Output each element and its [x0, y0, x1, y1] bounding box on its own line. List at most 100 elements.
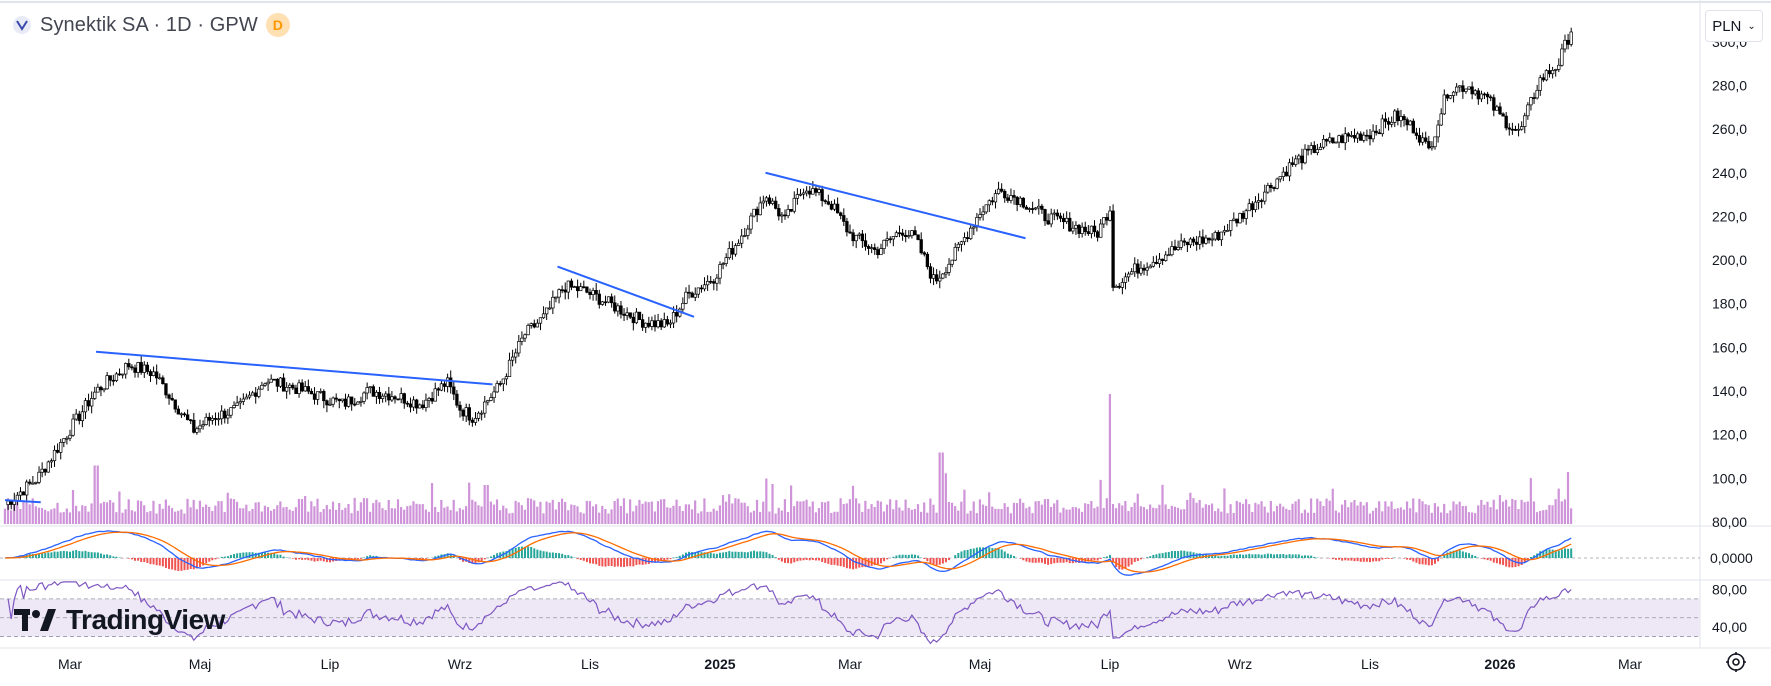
- macd-hist-bar: [1557, 550, 1560, 558]
- candle-body: [693, 293, 697, 298]
- volume-bar: [434, 506, 437, 524]
- volume-bar: [650, 501, 653, 524]
- macd-histogram: [7, 546, 1573, 571]
- macd-hist-bar: [623, 558, 626, 567]
- macd-hist-bar: [626, 558, 629, 567]
- rsi-line: [7, 581, 1572, 645]
- trendline-4[interactable]: [4, 499, 41, 504]
- trendline-1[interactable]: [95, 350, 493, 386]
- candle-body: [1055, 212, 1060, 217]
- macd-hist-bar: [1217, 556, 1220, 558]
- currency-selector[interactable]: PLN ⌄: [1705, 10, 1763, 42]
- candle-body: [956, 243, 960, 248]
- volume-bar: [183, 513, 186, 524]
- volume-bar: [1207, 505, 1211, 524]
- candle-body: [1275, 178, 1279, 189]
- macd-hist-bar: [298, 558, 301, 560]
- volume-bar: [1114, 508, 1118, 524]
- volume-bar: [155, 513, 158, 524]
- candle-body: [1482, 93, 1487, 96]
- macd-hist-bar: [508, 549, 511, 558]
- candle-body: [96, 386, 100, 393]
- macd-hist-bar: [90, 552, 93, 558]
- candle-body: [34, 481, 38, 484]
- candle-body: [458, 404, 462, 411]
- volume-bar: [1022, 502, 1025, 524]
- candle-body: [1195, 241, 1199, 245]
- macd-hist-bar: [1511, 558, 1514, 568]
- macd-hist-bar: [1406, 558, 1409, 560]
- macd-hist-bar: [53, 551, 56, 558]
- macd-hist-bar: [84, 550, 87, 558]
- trendline-2[interactable]: [557, 265, 695, 318]
- macd-hist-bar: [72, 550, 75, 558]
- symbol-title[interactable]: Synektik SA · 1D · GPW: [40, 13, 258, 36]
- macd-hist-bar: [304, 558, 307, 560]
- volume-bar: [1164, 504, 1167, 524]
- candle-body: [1513, 129, 1518, 131]
- macd-hist-bar: [1338, 558, 1341, 560]
- settings-gear-icon[interactable]: [1724, 650, 1748, 674]
- candle-body: [931, 274, 936, 279]
- macd-hist-bar: [109, 555, 112, 558]
- volume-bar: [499, 510, 502, 524]
- volume-bar: [1009, 513, 1012, 524]
- volume-bar: [1074, 507, 1077, 524]
- macd-hist-bar: [106, 554, 109, 558]
- volume-bar: [28, 504, 31, 524]
- macd-hist-bar: [1424, 558, 1427, 565]
- macd-hist-bar: [833, 558, 836, 565]
- volume-bar: [1053, 503, 1056, 524]
- candle-body: [31, 482, 35, 485]
- candle-body: [1560, 48, 1564, 66]
- volume-bar: [124, 509, 127, 524]
- candle-body: [1328, 137, 1332, 142]
- data-source-badge[interactable]: D: [265, 13, 290, 37]
- candle-body: [733, 245, 738, 255]
- macd-hist-bar: [1508, 558, 1511, 568]
- volume-bar: [1523, 502, 1526, 524]
- trendline-3[interactable]: [765, 171, 1026, 240]
- macd-hist-bar: [1564, 548, 1566, 558]
- macd-hist-bar: [202, 558, 205, 566]
- candle-body: [622, 313, 626, 316]
- macd-hist-bar: [270, 552, 273, 558]
- macd-hist-bar: [1387, 558, 1390, 559]
- volume-bar: [1087, 503, 1090, 524]
- candle-body: [1216, 232, 1220, 241]
- volume-bar: [356, 510, 359, 524]
- macd-hist-bar: [564, 555, 567, 558]
- candle-body: [114, 373, 119, 381]
- candle-body: [170, 397, 174, 401]
- macd-hist-bar: [424, 558, 427, 559]
- volume-bar: [56, 502, 59, 524]
- candle-body: [198, 425, 202, 430]
- candle-body: [93, 391, 97, 399]
- volume-bar: [830, 513, 833, 524]
- candle-body: [1383, 118, 1388, 122]
- volume-bar: [1464, 506, 1467, 524]
- macd-hist-bar: [691, 552, 694, 558]
- macd-hist-bar: [254, 552, 257, 558]
- macd-hist-bar: [1149, 556, 1152, 558]
- macd-hist-bar: [1418, 558, 1421, 565]
- volume-bar: [177, 510, 180, 524]
- volume-bar: [1436, 506, 1440, 524]
- candle-body: [839, 212, 843, 216]
- macd-hist-bar: [994, 548, 997, 558]
- candle-body: [1133, 263, 1137, 273]
- volume-bar: [1511, 498, 1514, 524]
- volume-bar: [390, 508, 393, 524]
- candle-body: [984, 204, 988, 213]
- volume-bar: [1566, 472, 1570, 524]
- macd-hist-bar: [1090, 558, 1093, 561]
- candle-body: [634, 311, 639, 324]
- candle-body: [1566, 39, 1570, 45]
- volume-bar: [217, 501, 220, 524]
- candle-body: [1151, 261, 1155, 267]
- macd-hist-bar: [561, 553, 564, 558]
- macd-hist-bar: [1285, 554, 1288, 558]
- volume-bar: [1217, 508, 1220, 524]
- macd-hist-bar: [524, 546, 526, 558]
